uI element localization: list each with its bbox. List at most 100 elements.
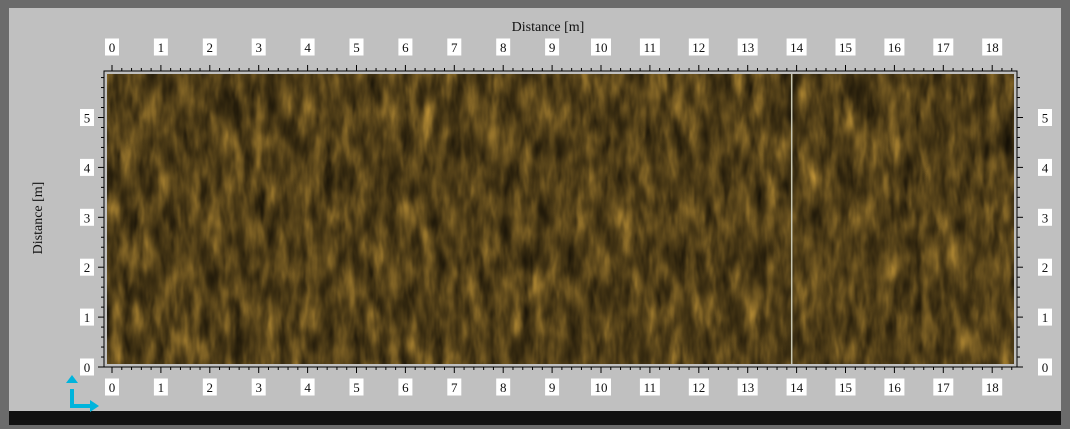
x-tick-label-bottom: 10 — [591, 378, 611, 396]
x-tick-label-bottom-text: 13 — [741, 380, 754, 395]
x-tick-label-top-box — [688, 38, 709, 56]
x-tick-label-top-text: 12 — [692, 40, 705, 55]
x-tick-label-top-text: 4 — [304, 40, 311, 55]
x-tick-label-top: 13 — [737, 38, 758, 56]
y-tick-label-right-text: 0 — [1042, 360, 1049, 375]
x-tick-label-bottom-text: 15 — [839, 380, 852, 395]
x-tick-label-top: 7 — [447, 38, 462, 56]
x-tick-label-bottom-box — [835, 378, 856, 396]
y-tick-label-right-box — [1038, 208, 1052, 226]
y-tick-label-left: 1 — [80, 308, 94, 326]
x-tick-label-bottom: 2 — [202, 378, 217, 396]
x-tick-label-bottom: 9 — [545, 378, 560, 396]
y-tick-label-right-box — [1038, 308, 1052, 326]
y-tick-label-left: 2 — [80, 258, 94, 276]
y-tick-label-right-box — [1038, 109, 1052, 126]
y-tick-label-left-text: 0 — [84, 360, 91, 375]
x-tick-label-bottom: 14 — [786, 378, 807, 396]
x-tick-label-top-box — [105, 38, 119, 56]
x-tick-label-bottom-text: 1 — [158, 380, 165, 395]
x-tick-label-top: 6 — [398, 38, 413, 56]
y-tick-label-right-box — [1038, 258, 1052, 276]
x-tick-label-bottom-box — [447, 378, 462, 396]
x-tick-label-bottom-text: 2 — [207, 380, 214, 395]
y-tick-label-left-text: 2 — [84, 260, 91, 275]
x-tick-label-bottom: 16 — [884, 378, 905, 396]
x-tick-label-top-box — [545, 38, 560, 56]
x-tick-label-bottom: 4 — [300, 378, 315, 396]
x-tick-label-bottom-box — [251, 378, 266, 396]
x-tick-label-bottom-box — [153, 378, 168, 396]
x-tick-label-bottom-text: 10 — [595, 380, 608, 395]
axis-frame — [103, 70, 1018, 368]
x-tick-label-top-text: 16 — [888, 40, 902, 55]
y-tick-label-left-box — [80, 358, 94, 376]
y-tick-label-left-text: 5 — [84, 111, 91, 126]
x-tick-label-bottom-box — [591, 378, 611, 396]
x-tick-label-bottom-text: 8 — [500, 380, 507, 395]
x-tick-label-bottom-box — [496, 378, 511, 396]
x-tick-label-bottom-text: 12 — [692, 380, 705, 395]
x-tick-label-bottom: 1 — [153, 378, 168, 396]
x-tick-label-top: 16 — [884, 38, 905, 56]
x-tick-label-bottom-text: 5 — [353, 380, 360, 395]
x-tick-label-top-text: 2 — [207, 40, 214, 55]
y-tick-label-right-text: 3 — [1042, 210, 1049, 225]
x-tick-label-top-text: 5 — [353, 40, 360, 55]
x-tick-label-bottom-text: 3 — [255, 380, 262, 395]
x-tick-label-bottom-text: 16 — [888, 380, 902, 395]
x-tick-label-top-box — [153, 38, 168, 56]
x-tick-label-bottom-box — [300, 378, 315, 396]
x-tick-label-top-text: 17 — [937, 40, 951, 55]
y-tick-label-right-box — [1038, 158, 1052, 176]
x-tick-label-top-text: 0 — [109, 40, 116, 55]
x-tick-label-top-text: 7 — [451, 40, 458, 55]
y-tick-label-right-text: 1 — [1042, 310, 1049, 325]
x-tick-label-bottom-box — [349, 378, 364, 396]
x-tick-label-bottom: 13 — [737, 378, 758, 396]
y-axis-title: Distance [m] — [31, 182, 46, 255]
x-tick-label-top-box — [398, 38, 413, 56]
x-tick-label-bottom: 15 — [835, 378, 856, 396]
y-tick-label-right-box — [1038, 358, 1052, 376]
y-tick-label-right-text: 2 — [1042, 260, 1049, 275]
x-tick-label-bottom-box — [398, 378, 413, 396]
x-tick-label-top-box — [447, 38, 462, 56]
x-tick-label-bottom: 5 — [349, 378, 364, 396]
x-tick-label-top-box — [884, 38, 905, 56]
x-tick-label-top-box — [737, 38, 758, 56]
x-tick-label-bottom-box — [639, 378, 660, 396]
y-tick-label-left-text: 4 — [84, 160, 91, 175]
x-tick-label-bottom-box — [786, 378, 807, 396]
y-tick-label-left-box — [80, 109, 94, 126]
x-tick-label-bottom: 17 — [933, 378, 954, 396]
x-tick-label-top: 5 — [349, 38, 364, 56]
x-tick-label-top-text: 10 — [595, 40, 608, 55]
y-tick-label-left-text: 1 — [84, 310, 91, 325]
x-tick-label-top: 8 — [496, 38, 511, 56]
x-tick-label-bottom-text: 14 — [790, 380, 804, 395]
x-tick-label-top-box — [251, 38, 266, 56]
x-tick-label-top: 3 — [251, 38, 266, 56]
x-tick-label-top: 11 — [639, 38, 660, 56]
x-tick-label-bottom-box — [105, 378, 119, 396]
x-axis-title: Distance [m] — [512, 20, 585, 35]
x-tick-label-bottom: 18 — [982, 378, 1003, 396]
x-tick-label-top-text: 6 — [402, 40, 409, 55]
x-tick-label-top-text: 18 — [986, 40, 999, 55]
x-tick-label-bottom-text: 7 — [451, 380, 458, 395]
x-tick-label-top: 12 — [688, 38, 709, 56]
x-tick-label-top: 15 — [835, 38, 856, 56]
y-tick-label-left-box — [80, 158, 94, 176]
x-tick-label-bottom-box — [737, 378, 758, 396]
x-tick-label-top-text: 15 — [839, 40, 852, 55]
x-tick-label-bottom-text: 9 — [549, 380, 556, 395]
tick-marks — [98, 65, 1023, 373]
y-tick-label-right: 1 — [1038, 308, 1052, 326]
x-tick-label-bottom: 3 — [251, 378, 266, 396]
x-tick-label-bottom-box — [982, 378, 1003, 396]
x-tick-label-top: 2 — [202, 38, 217, 56]
y-tick-label-left-text: 3 — [84, 210, 91, 225]
axis-arrows-icon[interactable] — [66, 375, 99, 412]
